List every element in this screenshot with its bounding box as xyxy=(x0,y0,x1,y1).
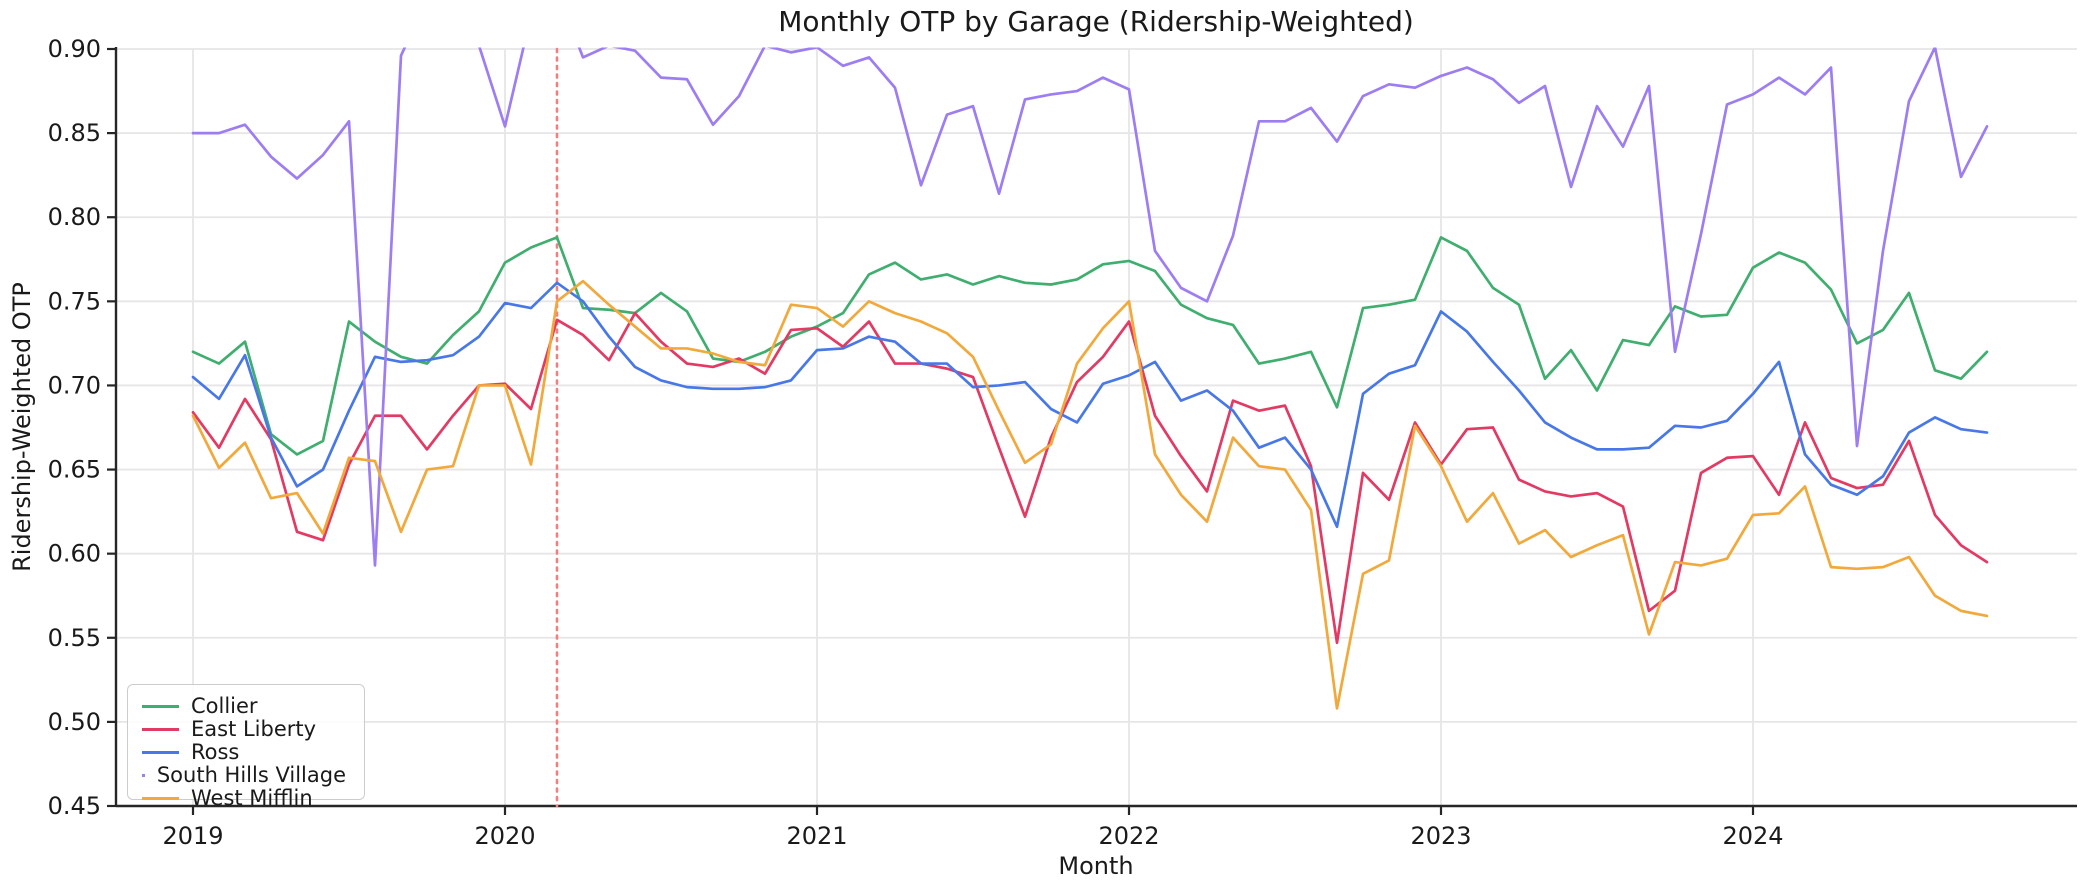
x-tick-label: 2020 xyxy=(474,822,535,850)
x-tick-label: 2022 xyxy=(1098,822,1159,850)
x-tick-label: 2019 xyxy=(162,822,223,850)
series-line-ross xyxy=(191,281,1989,529)
x-tick-label: 2024 xyxy=(1722,822,1783,850)
legend-item-south-hills-village: South Hills Village xyxy=(142,764,346,787)
y-tick-label: 0.85 xyxy=(48,119,101,147)
axis-tick-labels: 0.45 0.50 0.55 0.60 0.65 0.70 0.75 0.80 0.85 0.90… xyxy=(48,35,1784,850)
gridlines xyxy=(116,48,2077,806)
legend-item-ross: Ross xyxy=(142,741,346,764)
series-line-east-liberty xyxy=(191,311,1989,645)
legend-label: South Hills Village xyxy=(156,763,346,787)
y-tick-label: 0.80 xyxy=(48,203,101,231)
legend-line-swatch xyxy=(142,751,179,754)
legend-item-collier: Collier xyxy=(142,695,346,718)
y-tick-label: 0.50 xyxy=(48,708,101,736)
series-lines xyxy=(191,47,1989,710)
series-line-west-mifflin xyxy=(191,279,1989,710)
legend-item-west-mifflin: West Mifflin xyxy=(142,787,346,810)
y-tick-label: 0.45 xyxy=(48,792,101,820)
legend-line-swatch xyxy=(142,728,179,731)
legend-label: East Liberty xyxy=(191,717,317,741)
x-axis-label: Month xyxy=(1058,852,1133,880)
axis-ticks xyxy=(107,47,1755,815)
legend: Collier East Liberty Ross South Hills Villa… xyxy=(127,684,365,810)
legend-item-east-liberty: East Liberty xyxy=(142,718,346,741)
axes-spines xyxy=(114,47,2077,808)
legend-label: Collier xyxy=(191,694,258,718)
x-tick-label: 2023 xyxy=(1410,822,1471,850)
y-tick-label: 0.65 xyxy=(48,456,101,484)
y-tick-label: 0.60 xyxy=(48,540,101,568)
series-line-south-hills-village xyxy=(191,47,1989,567)
legend-label: West Mifflin xyxy=(191,786,313,810)
y-tick-label: 0.90 xyxy=(48,35,101,63)
series-line-collier xyxy=(191,236,1989,456)
legend-line-swatch xyxy=(142,797,179,800)
legend-line-swatch xyxy=(142,705,179,708)
legend-line-swatch xyxy=(142,774,145,777)
chart-title: Monthly OTP by Garage (Ridership-Weighte… xyxy=(778,5,1414,38)
x-tick-label: 2021 xyxy=(786,822,847,850)
y-tick-label: 0.55 xyxy=(48,624,101,652)
y-axis-label: Ridership-Weighted OTP xyxy=(8,282,36,572)
y-tick-label: 0.75 xyxy=(48,287,101,315)
y-tick-label: 0.70 xyxy=(48,371,101,399)
legend-label: Ross xyxy=(191,740,240,764)
